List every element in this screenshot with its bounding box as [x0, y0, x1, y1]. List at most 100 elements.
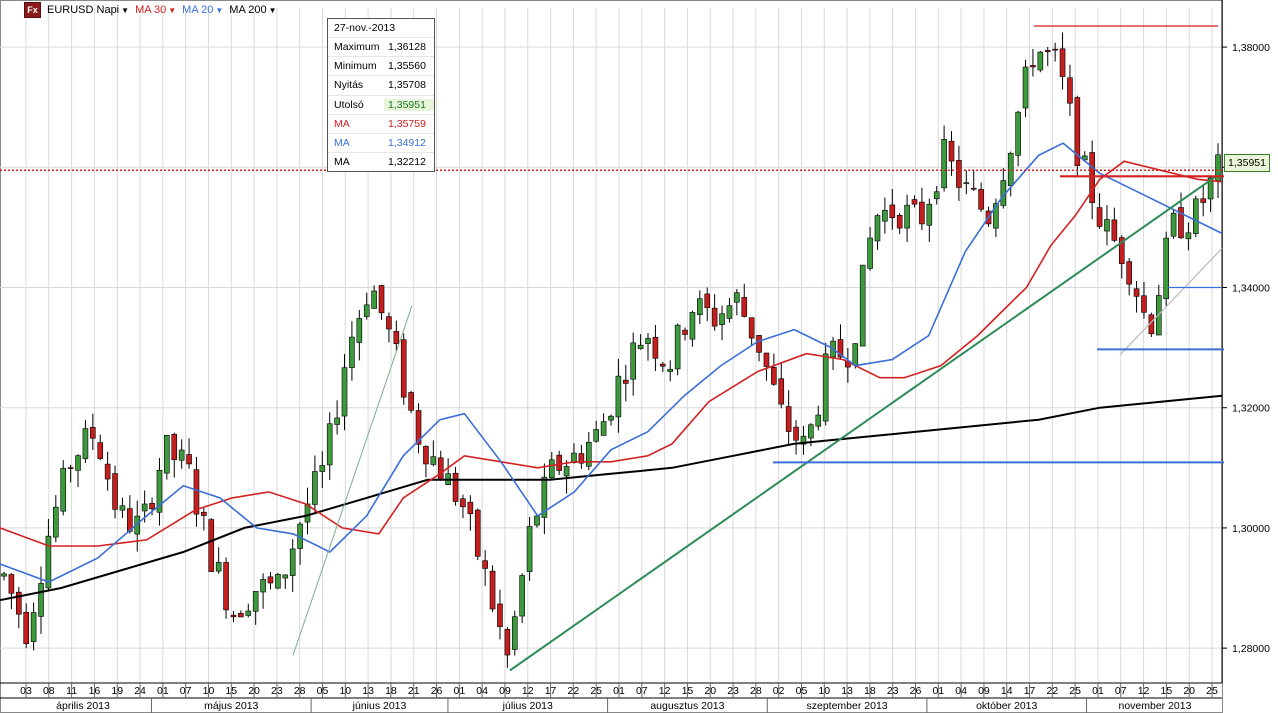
x-tick-label: 16	[89, 685, 101, 697]
candle-down	[415, 410, 422, 445]
info-key: Nyitás	[334, 79, 364, 92]
candle-down	[1133, 288, 1140, 297]
indicator-ma200-label: MA 200	[229, 4, 267, 16]
candle-up	[519, 575, 525, 617]
candle-up	[933, 191, 940, 200]
candle-up	[963, 182, 970, 185]
candle-down	[90, 427, 96, 439]
candle-down	[556, 454, 562, 471]
candle-down	[1096, 207, 1103, 227]
x-tick-label: 09	[499, 685, 511, 697]
candle-down	[785, 406, 792, 432]
candle-down	[16, 591, 22, 615]
x-tick-label: 15	[682, 685, 694, 697]
candle-up	[312, 471, 318, 505]
info-row-minimum: Minimum 1,35560	[328, 57, 434, 77]
x-tick-label: 25	[1206, 685, 1218, 697]
candle-up	[815, 414, 822, 427]
candle-down	[778, 378, 785, 405]
x-tick-label: 07	[1115, 685, 1127, 697]
info-key: MA	[334, 156, 350, 169]
candle-up	[808, 424, 814, 439]
x-tick-label: 18	[385, 685, 397, 697]
candle-up	[349, 336, 355, 368]
candle-up	[156, 470, 163, 513]
candle-up	[1, 573, 7, 577]
info-key: MA	[334, 137, 350, 150]
candle-up	[867, 237, 873, 269]
candle-up	[1163, 237, 1169, 300]
candle-up	[215, 562, 222, 572]
candle-up	[60, 467, 67, 512]
info-row-open: Nyitás 1,35708	[328, 76, 434, 96]
candle-down	[1111, 219, 1118, 241]
chevron-down-icon: ▼	[121, 5, 130, 15]
candle-up	[45, 535, 52, 589]
candle-down	[186, 454, 192, 465]
indicator-ma200[interactable]: MA 200 ▼	[229, 4, 276, 16]
candle-up	[1022, 66, 1029, 109]
candle-down	[497, 603, 503, 627]
x-tick-label: 01	[932, 685, 944, 697]
candle-down	[8, 574, 15, 594]
candle-down	[393, 331, 400, 344]
candle-down	[400, 339, 407, 398]
info-key: Maximum	[334, 41, 380, 54]
candle-up	[541, 476, 548, 518]
candle-down	[756, 335, 762, 353]
x-tick-label: 10	[818, 685, 830, 697]
month-label: szeptember 2013	[807, 700, 888, 712]
x-tick-label: 23	[887, 685, 899, 697]
candle-down	[948, 140, 955, 162]
candle-up	[822, 353, 829, 422]
candle-down	[1118, 237, 1125, 264]
candle-up	[726, 305, 733, 319]
candle-down	[230, 614, 237, 618]
candle-up	[697, 298, 703, 315]
candle-down	[112, 473, 118, 510]
candle-down	[1030, 65, 1036, 68]
ma20-line	[0, 142, 1223, 583]
candle-down	[1178, 207, 1184, 239]
candle-up	[563, 466, 570, 477]
candle-down	[460, 498, 466, 508]
indicator-ma30[interactable]: MA 30 ▼	[135, 4, 176, 16]
x-tick-label: 22	[568, 685, 580, 697]
candle-down	[1052, 48, 1058, 51]
candle-down	[104, 463, 111, 480]
x-tick-label: 04	[476, 685, 488, 697]
x-tick-label: 15	[1161, 685, 1173, 697]
candle-up	[1155, 295, 1162, 336]
candle-up	[593, 429, 599, 442]
x-tick-label: 10	[203, 685, 215, 697]
x-tick-label: 05	[317, 685, 329, 697]
x-tick-label: 28	[294, 685, 306, 697]
candle-down	[1141, 295, 1147, 313]
candle-down	[793, 426, 799, 441]
candle-down	[504, 629, 511, 656]
x-tick-label: 21	[408, 685, 420, 697]
x-tick-label: 05	[796, 685, 808, 697]
candle-down	[1200, 198, 1206, 203]
indicator-ma20[interactable]: MA 20 ▼	[182, 4, 223, 16]
candle-down	[919, 201, 925, 225]
candle-up	[38, 583, 44, 617]
plot-frame	[0, 0, 1223, 713]
indicator-ma20-label: MA 20	[182, 4, 214, 16]
x-tick-label: 25	[1069, 685, 1081, 697]
x-tick-label: 23	[727, 685, 739, 697]
x-tick-label: 09	[978, 685, 990, 697]
candle-down	[201, 511, 207, 516]
candle-up	[178, 449, 185, 461]
candle-down	[423, 446, 429, 465]
instrument-selector[interactable]: EURUSD Napi ▼	[47, 4, 129, 16]
candle-down	[837, 339, 844, 358]
candle-up	[734, 292, 740, 303]
x-tick-label: 18	[864, 685, 876, 697]
candle-up	[1207, 177, 1214, 200]
y-tick-label: 1,32000	[1232, 403, 1270, 415]
candle-down	[171, 433, 178, 461]
candle-up	[363, 304, 370, 317]
